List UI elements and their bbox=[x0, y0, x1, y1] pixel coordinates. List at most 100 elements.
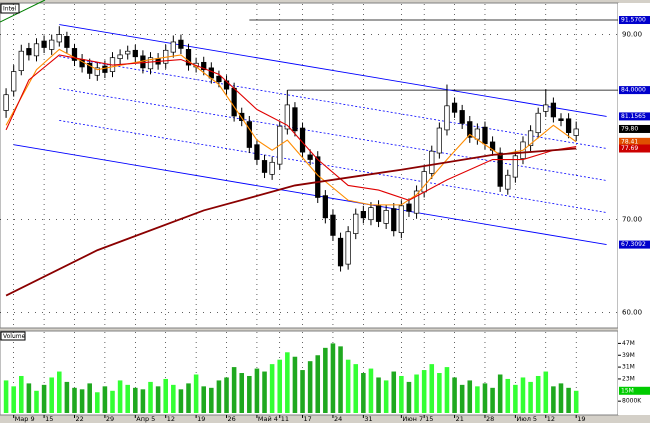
candle-body bbox=[345, 231, 351, 265]
volume-title: Volume bbox=[3, 333, 26, 340]
x-tick-label: Апр 5 bbox=[136, 415, 155, 423]
volume-bar bbox=[573, 390, 579, 413]
channel-line bbox=[59, 24, 607, 117]
volume-label: 15M bbox=[621, 387, 634, 394]
candle-body bbox=[451, 102, 458, 113]
candle-body bbox=[337, 237, 344, 267]
candle-body bbox=[573, 128, 579, 136]
moving-average bbox=[5, 54, 577, 201]
volume-title-box bbox=[0, 331, 26, 341]
x-tick-label: Мар 9 bbox=[15, 415, 35, 423]
candle-body bbox=[132, 49, 138, 58]
candle-body bbox=[71, 48, 78, 61]
candle-body bbox=[246, 121, 252, 148]
volume-bar bbox=[368, 368, 374, 413]
volume-bar bbox=[57, 371, 62, 413]
volume-bar bbox=[444, 367, 450, 413]
volume-bar bbox=[323, 347, 328, 413]
x-tick-label: 17 bbox=[304, 415, 312, 423]
title-box bbox=[0, 3, 20, 14]
volume-bar bbox=[459, 384, 465, 413]
x-tick-label: Июн 7 bbox=[402, 415, 423, 423]
candle-body bbox=[201, 61, 207, 71]
volume-bar bbox=[193, 374, 199, 413]
volume-bar bbox=[95, 392, 100, 413]
candle-body bbox=[26, 48, 32, 56]
volume-tick-label: 39M bbox=[622, 352, 635, 359]
volume-bar bbox=[315, 355, 321, 413]
volume-bar bbox=[239, 373, 245, 413]
price-label-box bbox=[619, 144, 650, 153]
volume-bar bbox=[497, 374, 503, 413]
volume-bar bbox=[19, 375, 24, 413]
moving-average bbox=[5, 147, 577, 297]
volume-bar bbox=[186, 383, 191, 413]
volume-bar bbox=[140, 389, 146, 413]
volume-bar bbox=[3, 380, 9, 413]
price-label: 67.3092 bbox=[621, 241, 646, 248]
volume-bar bbox=[102, 386, 108, 413]
candle-body bbox=[307, 154, 313, 160]
volume-bar bbox=[475, 386, 480, 413]
volume-bar bbox=[117, 380, 123, 413]
x-tick-label: 26 bbox=[228, 415, 236, 423]
price-label-box bbox=[619, 16, 650, 25]
candle-body bbox=[459, 110, 465, 124]
volume-bar bbox=[110, 390, 115, 413]
x-tick-label: 15 bbox=[45, 415, 53, 423]
candle-body bbox=[467, 121, 473, 138]
volume-bar bbox=[285, 352, 290, 413]
y-tick-label: 60.00 bbox=[622, 308, 642, 316]
candle-body bbox=[117, 54, 123, 59]
volume-bar bbox=[300, 370, 305, 413]
volume-bar bbox=[224, 377, 229, 413]
decoration-line bbox=[0, 0, 46, 23]
volume-bar bbox=[338, 346, 343, 413]
volume-bar bbox=[41, 384, 47, 413]
candle-body bbox=[3, 94, 9, 111]
candle-body bbox=[147, 57, 154, 70]
volume-bar bbox=[125, 384, 130, 413]
candle-body bbox=[102, 65, 108, 73]
volume-bar bbox=[437, 373, 442, 413]
candle-body bbox=[185, 49, 192, 66]
volume-bar bbox=[163, 378, 168, 413]
volume-bar bbox=[292, 356, 298, 413]
volume-bar bbox=[155, 386, 161, 413]
candle-body bbox=[353, 213, 359, 234]
candle-body bbox=[49, 39, 55, 50]
volume-bar bbox=[452, 377, 457, 413]
x-tick-label: Май 4 bbox=[258, 415, 278, 423]
volume-bar bbox=[345, 359, 351, 413]
volume-bar bbox=[247, 375, 252, 413]
volume-tick-label: 8000K bbox=[622, 398, 642, 405]
candle-body bbox=[269, 161, 275, 175]
volume-bar bbox=[254, 368, 260, 413]
candle-body bbox=[94, 67, 100, 76]
channel-division bbox=[59, 88, 607, 181]
candle-body bbox=[254, 144, 260, 160]
x-tick-label: 31 bbox=[364, 415, 372, 423]
volume-bar bbox=[64, 381, 70, 413]
volume-bar bbox=[467, 380, 473, 413]
volume-bar bbox=[543, 371, 549, 413]
volume-bar bbox=[513, 384, 518, 413]
x-tick-label: 12 bbox=[547, 415, 555, 423]
candle-body bbox=[558, 118, 564, 121]
x-tick-label: 29 bbox=[106, 415, 114, 423]
x-tick-label: 11 bbox=[281, 415, 289, 423]
candle-body bbox=[375, 205, 382, 222]
candle-body bbox=[125, 50, 131, 55]
candle-body bbox=[292, 107, 298, 132]
candle-body bbox=[482, 126, 488, 145]
volume-bar bbox=[558, 383, 564, 413]
x-tick-label: 28 bbox=[486, 415, 494, 423]
volume-tick-label: 31M bbox=[622, 364, 635, 371]
x-tick-label: 21 bbox=[456, 415, 464, 423]
price-label-box bbox=[619, 124, 650, 133]
volume-bar bbox=[148, 381, 153, 413]
candle-body bbox=[368, 207, 374, 221]
candle-body bbox=[330, 214, 336, 236]
volume-bar bbox=[269, 364, 275, 413]
